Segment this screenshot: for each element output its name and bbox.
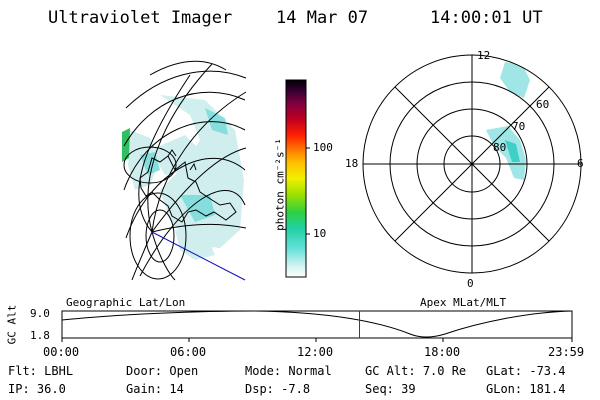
footer-glat: GLat: -73.4 [486, 364, 566, 378]
footer-gc-alt: GC Alt: 7.0 Re [365, 364, 467, 378]
footer-seq: Seq: 39 [365, 382, 416, 396]
footer-door: Door: Open [126, 364, 199, 378]
timeline-xtick-2359: 23:59 [548, 345, 585, 359]
timeline-ylabel: GC Alt [5, 304, 19, 345]
polar-label-60: 60 [536, 98, 550, 111]
colorbar [285, 79, 307, 278]
polar-label-80: 80 [493, 141, 507, 154]
timeline-xtick-1200: 12:00 [297, 345, 334, 359]
timeline-ytick-top: 9.0 [30, 307, 50, 320]
magnetic-meridian [151, 231, 246, 281]
colorbar-tick-100: 100 [313, 141, 333, 154]
polar-label-12: 12 [477, 49, 491, 62]
footer-mode: Mode: Normal [245, 364, 332, 378]
timeline-left-title: Geographic Lat/Lon [66, 296, 186, 309]
footer-filter: Flt: LBHL [8, 364, 74, 378]
continent-outline [139, 155, 237, 223]
polar-label-70: 70 [512, 120, 526, 133]
instrument-title: Ultraviolet Imager [48, 8, 233, 28]
timeline-xtick-0600: 06:00 [170, 345, 207, 359]
timeline-frame [61, 310, 573, 339]
latlon-grid [123, 60, 247, 281]
timeline-right-title: Apex MLat/MLT [420, 296, 507, 309]
timeline-ytick-bottom: 1.8 [30, 329, 50, 342]
polar-label-18: 18 [345, 157, 359, 170]
aurora-emission-polar-top [500, 62, 530, 98]
timeline-plot [61, 310, 573, 342]
footer-gain: Gain: 14 [126, 382, 184, 396]
header-date: 14 Mar 07 [276, 8, 369, 28]
colorbar-unit-label: photon cm⁻²s⁻¹ [273, 138, 287, 231]
altitude-curve [61, 310, 573, 338]
colorbar-tick-10: 10 [313, 227, 327, 240]
footer-ip: IP: 36.0 [8, 382, 66, 396]
geographic-image [122, 60, 247, 281]
timeline-xtick-0000: 00:00 [43, 345, 80, 359]
timeline-xtick-1800: 18:00 [424, 345, 461, 359]
polar-plot [362, 54, 582, 274]
footer-dsp: Dsp: -7.8 [245, 382, 311, 396]
polar-label-0: 0 [467, 277, 474, 290]
polar-label-6: 6 [577, 157, 584, 170]
aurora-green-strip [122, 128, 130, 162]
header-time: 14:00:01 UT [430, 8, 543, 28]
footer-glon: GLon: 181.4 [486, 382, 566, 396]
